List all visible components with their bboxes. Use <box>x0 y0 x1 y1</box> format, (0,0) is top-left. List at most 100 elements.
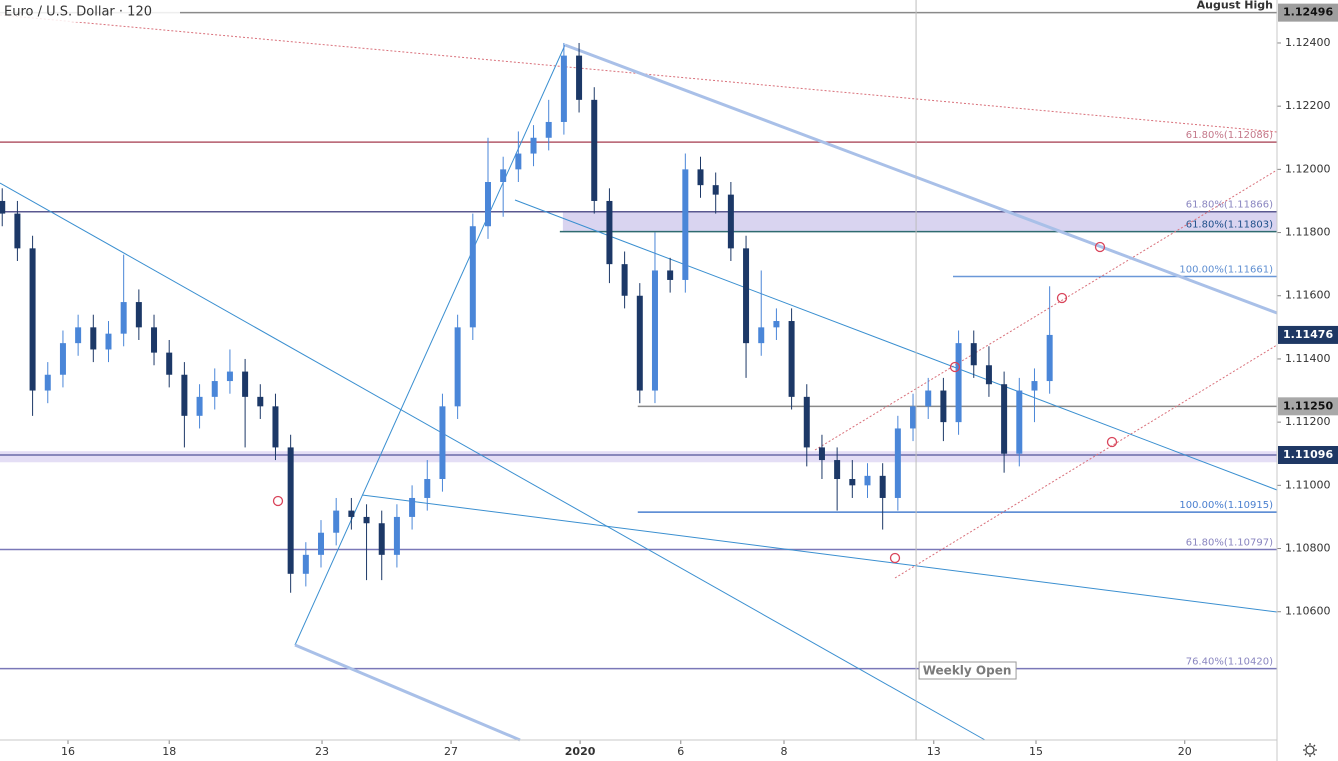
x-tick-label: 15 <box>1029 745 1043 758</box>
price-badge <box>1278 397 1338 416</box>
candle-body <box>333 510 340 533</box>
price-badge-label: 1.11476 <box>1283 328 1333 341</box>
candle-body <box>0 200 6 214</box>
level-label: 100.00%(1.10915) <box>1179 500 1273 511</box>
x-tick-label: 16 <box>61 745 75 758</box>
candle-body <box>59 343 66 375</box>
candle-body <box>105 333 112 350</box>
price-badge-label: 1.12496 <box>1283 6 1333 19</box>
candle-body <box>393 516 400 555</box>
annotation-box <box>918 661 1017 680</box>
candle-body <box>135 302 142 328</box>
candle-body <box>242 371 249 397</box>
candles <box>0 42 1053 593</box>
title-bg <box>0 0 180 22</box>
settings-icon-spokes[interactable] <box>1303 743 1317 757</box>
candle-body <box>560 55 567 122</box>
marker <box>272 495 284 507</box>
annotation: Weekly Open <box>923 664 1012 678</box>
trend-line <box>361 494 1278 613</box>
candle-body <box>272 406 279 448</box>
channel-line <box>294 643 521 742</box>
candle-body <box>970 343 977 366</box>
candle-body <box>120 302 127 334</box>
candle-body <box>985 365 992 385</box>
candle-body <box>530 137 537 154</box>
candle-body <box>545 121 552 138</box>
markers <box>272 241 1118 564</box>
candle-body <box>1046 334 1053 382</box>
channel-line <box>564 43 1278 315</box>
level-label: 61.80%(1.11866) <box>1186 200 1273 211</box>
trend-line <box>294 44 566 646</box>
y-tick-label: 1.11000 <box>1285 478 1331 491</box>
candle-body <box>651 270 658 391</box>
candle-body <box>879 475 886 498</box>
candle-body <box>226 371 233 382</box>
level-label: 61.80%(1.11803) <box>1186 220 1273 231</box>
level-label: August High <box>1197 0 1273 12</box>
y-tick-label: 1.10600 <box>1285 605 1331 618</box>
x-tick-label: 27 <box>444 745 458 758</box>
candle-body <box>925 390 932 407</box>
candle-body <box>181 374 188 416</box>
candle-body <box>484 181 491 227</box>
candle-body <box>469 226 476 328</box>
candle-body <box>803 396 810 448</box>
settings-icon[interactable] <box>1303 743 1317 757</box>
candle-body <box>318 532 325 555</box>
candle-body <box>894 428 901 498</box>
candle-body <box>864 475 871 486</box>
price-badge <box>1278 445 1338 464</box>
trend-line <box>514 199 1278 491</box>
candle-body <box>287 447 294 574</box>
x-tick-label: 8 <box>781 745 788 758</box>
candle-body <box>500 169 507 182</box>
price-badge <box>1278 3 1338 22</box>
chart-title: Euro / U.S. Dollar · 120 <box>4 5 152 20</box>
y-tick-label: 1.11800 <box>1285 226 1331 239</box>
candle-body <box>44 374 51 391</box>
candle-body <box>682 169 689 280</box>
candle-body <box>14 213 21 249</box>
candle-body <box>910 406 917 429</box>
zones <box>0 211 1277 463</box>
y-tick-label: 1.12200 <box>1285 99 1331 112</box>
candle-body <box>75 327 82 344</box>
trend-line <box>894 344 1278 579</box>
candle-body <box>1016 390 1023 454</box>
x-tick-label: 2020 <box>565 745 596 758</box>
candle-body <box>151 327 158 353</box>
candle-body <box>712 185 719 195</box>
candle-body <box>348 510 355 517</box>
y-tick-label: 1.12000 <box>1285 162 1331 175</box>
x-tick-label: 20 <box>1178 745 1192 758</box>
marker <box>1056 292 1068 304</box>
candle-body <box>591 99 598 201</box>
candle-body <box>727 194 734 249</box>
candle-body <box>439 406 446 480</box>
candle-body <box>196 396 203 416</box>
candle-body <box>257 396 264 407</box>
candle-body <box>758 327 765 344</box>
price-badge <box>1278 325 1338 344</box>
candle-body <box>955 343 962 423</box>
price-badge-label: 1.11250 <box>1283 399 1333 412</box>
overlay: Weekly Open 1.12496 1.11476 1.11250 1.11096 <box>915 0 1338 740</box>
candle-body <box>90 327 97 350</box>
zone <box>0 451 1277 463</box>
level-label: 76.40%(1.10420) <box>1186 657 1273 668</box>
trend-line <box>0 182 986 741</box>
candle-body <box>302 554 309 574</box>
candle-body <box>454 327 461 407</box>
marker <box>1094 241 1106 253</box>
candle-body <box>697 169 704 186</box>
y-tick-label: 1.10800 <box>1285 542 1331 555</box>
y-tick-label: 1.12400 <box>1285 36 1331 49</box>
levels: August High 61.80%(1.12086) 61.80%(1.11866… <box>0 0 1277 670</box>
x-tick-label: 23 <box>315 745 329 758</box>
level-label: 61.80%(1.10797) <box>1186 537 1273 548</box>
settings-icon-ring[interactable] <box>1305 745 1315 755</box>
